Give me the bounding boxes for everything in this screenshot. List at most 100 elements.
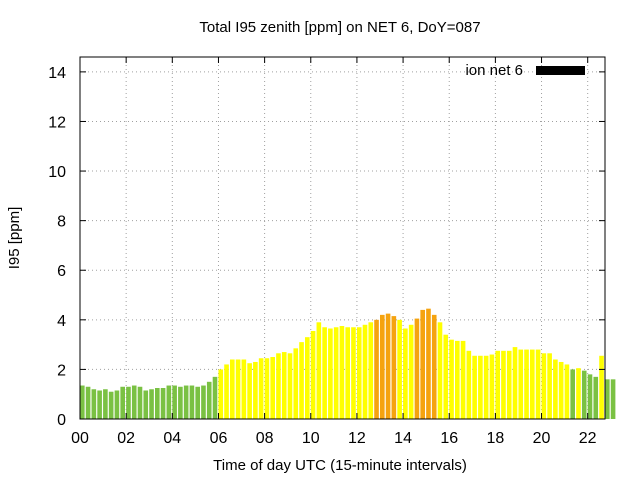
bar: [501, 350, 506, 419]
y-tick-label: 6: [57, 263, 66, 280]
bar: [281, 352, 287, 419]
bar: [293, 348, 299, 419]
bar: [166, 385, 172, 419]
bar: [351, 327, 356, 419]
bar: [316, 322, 322, 419]
bar: [247, 363, 252, 419]
bar: [137, 386, 143, 419]
bar: [97, 390, 102, 419]
plot-frame: [79, 56, 606, 420]
x-tick-label: 14: [394, 430, 412, 447]
bar: [489, 354, 495, 419]
bar: [437, 322, 443, 419]
bar: [414, 318, 420, 419]
bar: [195, 386, 200, 419]
bar: [253, 361, 258, 419]
bar: [403, 328, 408, 419]
bar: [155, 388, 160, 419]
bar: [258, 358, 264, 419]
bar: [224, 364, 229, 419]
bar: [391, 316, 397, 419]
bar: [80, 385, 85, 419]
bar: [91, 389, 97, 419]
bar: [172, 385, 177, 419]
bar: [362, 324, 368, 419]
bar: [443, 334, 449, 419]
bar: [218, 369, 224, 419]
bar: [120, 386, 125, 419]
bar: [483, 355, 489, 419]
x-tick-label: 12: [348, 430, 366, 447]
x-tick-label: 00: [71, 430, 89, 447]
bar: [189, 385, 195, 419]
y-tick-label: 8: [57, 214, 66, 231]
bar: [328, 328, 333, 419]
bar: [581, 370, 587, 419]
bar: [478, 355, 483, 419]
bar: [472, 355, 477, 419]
x-tick-label: 02: [117, 430, 135, 447]
ticks: [79, 57, 605, 420]
bar: [345, 327, 350, 419]
bar: [368, 322, 374, 419]
x-tick-label: 06: [210, 430, 228, 447]
bar: [356, 327, 362, 419]
y-tick-label: 10: [48, 164, 66, 181]
x-axis-label: Time of day UTC (15-minute intervals): [213, 457, 467, 474]
bar: [235, 359, 241, 419]
bar: [420, 309, 425, 419]
x-tick-label: 22: [579, 430, 597, 447]
bar: [576, 368, 581, 419]
bar: [201, 385, 206, 419]
bar: [270, 357, 275, 419]
bar: [143, 390, 149, 419]
y-tick-label: 4: [57, 313, 66, 330]
bar: [605, 379, 610, 419]
bar: [408, 324, 414, 419]
bar: [305, 337, 310, 419]
bar: [512, 347, 518, 419]
y-tick-labels: 0 2 4 6 8 10 12 14: [48, 65, 66, 429]
bar: [108, 391, 114, 419]
grid: [80, 57, 605, 419]
bar: [570, 369, 575, 419]
bar: [449, 339, 454, 419]
bar: [506, 350, 512, 419]
bar: [299, 342, 304, 419]
bar: [553, 359, 558, 419]
bar: [495, 350, 500, 419]
bar: [103, 389, 108, 419]
bar: [524, 349, 529, 419]
x-tick-label: 20: [533, 430, 551, 447]
x-tick-label: 04: [163, 430, 181, 447]
bar: [460, 340, 466, 419]
legend-label: ion net 6: [465, 62, 523, 79]
bar: [230, 359, 235, 419]
bar: [564, 364, 570, 419]
bar: [160, 388, 166, 419]
bar: [530, 349, 535, 419]
y-tick-label: 0: [57, 412, 66, 429]
bar: [466, 350, 472, 419]
bars: [80, 308, 616, 419]
bar: [241, 359, 247, 419]
x-tick-labels: 00 02 04 06 08 10 12 14 16 18 20 22: [71, 430, 597, 447]
y-axis-label: I95 [ppm]: [6, 207, 23, 270]
bar: [287, 353, 293, 419]
legend-swatch: [536, 66, 585, 75]
y-tick-label: 12: [48, 114, 66, 131]
bar: [339, 326, 345, 419]
bar: [131, 385, 137, 419]
bar: [310, 330, 316, 419]
bar: [178, 386, 183, 419]
bar: [385, 313, 391, 419]
bar: [455, 340, 460, 419]
bar: [85, 386, 91, 419]
bar: [541, 353, 547, 419]
bar: [426, 308, 431, 419]
bar: [333, 327, 339, 419]
y-tick-label: 14: [48, 65, 66, 82]
bar: [587, 374, 593, 419]
bar: [397, 319, 402, 419]
